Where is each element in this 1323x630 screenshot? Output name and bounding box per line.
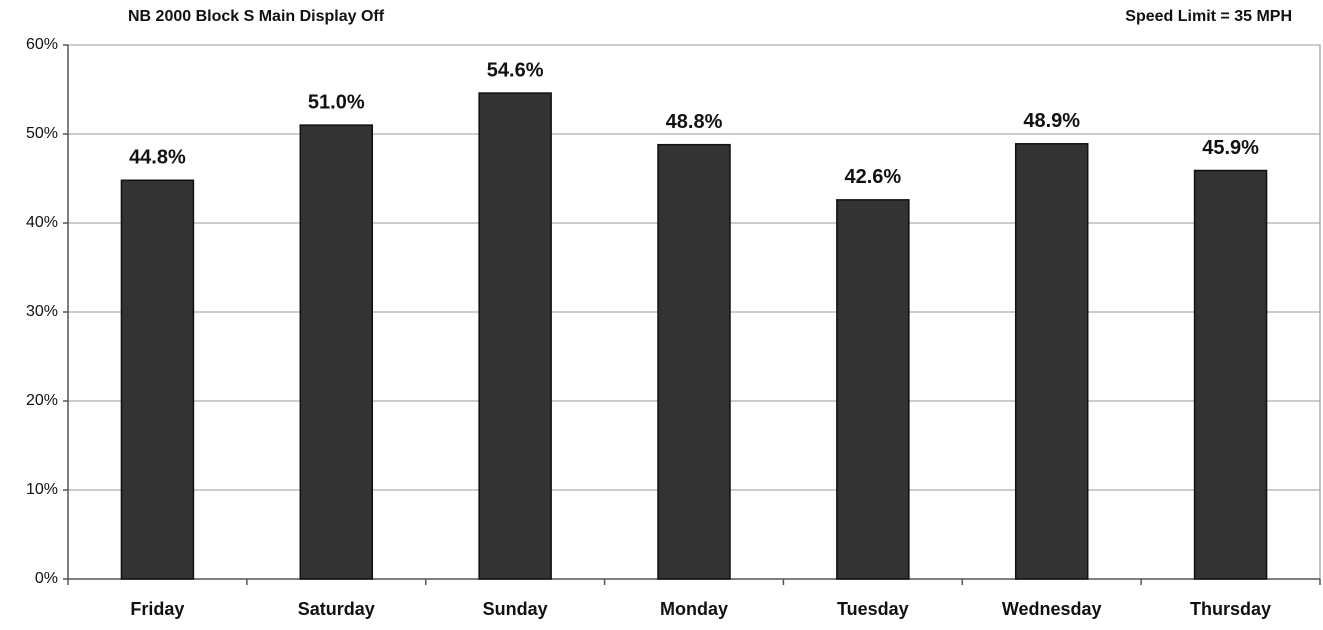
bar <box>478 92 552 580</box>
y-tick-label: 60% <box>26 36 58 53</box>
bar <box>836 199 910 580</box>
y-tick-label: 40% <box>26 214 58 231</box>
data-label: 51.0% <box>308 91 365 113</box>
x-tick-label: Saturday <box>298 599 375 619</box>
data-label: 48.8% <box>666 111 723 133</box>
x-tick-label: Sunday <box>483 599 548 619</box>
x-tick-label: Thursday <box>1190 599 1271 619</box>
bar <box>657 143 731 580</box>
bar <box>1014 143 1089 580</box>
bar <box>1193 169 1268 580</box>
data-label: 44.8% <box>129 147 186 169</box>
y-tick-label: 20% <box>26 392 58 409</box>
data-label: 48.9% <box>1023 110 1080 132</box>
x-tick-label: Tuesday <box>837 599 909 619</box>
y-tick-label: 10% <box>26 481 58 498</box>
bar <box>120 179 195 580</box>
x-tick-label: Friday <box>130 599 184 619</box>
y-tick-label: 30% <box>26 303 58 320</box>
x-tick-label: Wednesday <box>1002 599 1102 619</box>
data-label: 45.9% <box>1202 137 1259 159</box>
data-label: 54.6% <box>487 59 544 81</box>
bar <box>299 124 374 580</box>
data-label: 42.6% <box>844 166 901 188</box>
y-tick-label: 50% <box>26 125 58 142</box>
chart-title: NB 2000 Block S Main Display Off <box>128 8 385 25</box>
y-tick-label: 0% <box>35 570 58 587</box>
x-tick-label: Monday <box>660 599 728 619</box>
annotation: Speed Limit = 35 MPH <box>1125 8 1292 25</box>
